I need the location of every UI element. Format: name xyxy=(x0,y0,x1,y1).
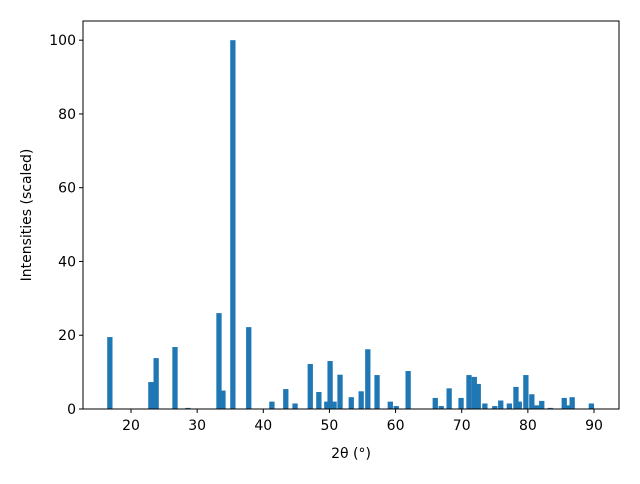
bar xyxy=(331,401,337,409)
bar xyxy=(523,375,529,409)
bar xyxy=(506,403,512,409)
bar xyxy=(432,397,438,409)
bar xyxy=(153,358,159,409)
x-tick-label: 90 xyxy=(585,418,603,434)
x-tick-label: 70 xyxy=(453,418,471,434)
bar xyxy=(588,403,594,409)
bar xyxy=(438,406,444,409)
bar xyxy=(516,401,522,409)
y-tick-label: 20 xyxy=(58,328,76,344)
bar xyxy=(327,361,333,409)
bar xyxy=(475,383,481,409)
y-tick-label: 80 xyxy=(58,107,76,123)
bar xyxy=(292,403,298,409)
bar xyxy=(283,389,289,409)
bar xyxy=(539,400,545,409)
bar xyxy=(216,313,222,409)
bar xyxy=(482,403,488,409)
bar xyxy=(348,397,354,409)
x-tick-label: 60 xyxy=(387,418,405,434)
bar xyxy=(547,407,553,409)
x-axis-label: 2θ (°) xyxy=(331,446,371,462)
y-tick-label: 100 xyxy=(49,33,76,49)
bar xyxy=(393,406,399,409)
bar xyxy=(374,375,380,409)
bar xyxy=(446,388,452,409)
x-tick-label: 50 xyxy=(321,418,339,434)
bar xyxy=(405,371,411,409)
plot-frame xyxy=(82,20,620,410)
bar xyxy=(246,327,252,409)
bar xyxy=(185,407,191,409)
bar xyxy=(337,374,343,409)
bar xyxy=(307,364,313,409)
bar xyxy=(230,40,236,409)
bar xyxy=(534,405,540,409)
bar xyxy=(565,405,571,409)
x-tick-label: 80 xyxy=(519,418,537,434)
bar xyxy=(148,382,154,409)
bar xyxy=(269,401,275,409)
bar xyxy=(316,392,322,409)
y-tick-label: 40 xyxy=(58,254,76,270)
bar xyxy=(107,337,113,409)
bar xyxy=(458,397,464,409)
bar xyxy=(365,349,371,409)
bar xyxy=(569,397,575,409)
bar xyxy=(498,400,504,409)
x-tick-label: 20 xyxy=(122,418,140,434)
bar xyxy=(220,390,226,409)
bar xyxy=(358,391,364,409)
y-axis-label: Intensities (scaled) xyxy=(19,149,35,282)
x-tick-label: 40 xyxy=(254,418,272,434)
bar xyxy=(172,347,178,409)
bar xyxy=(529,394,535,409)
bar xyxy=(466,375,472,409)
bar xyxy=(471,376,477,409)
bar xyxy=(513,386,519,409)
bar xyxy=(561,397,567,409)
bar xyxy=(324,401,330,409)
y-tick-label: 0 xyxy=(67,402,76,418)
bar xyxy=(387,401,393,409)
bar xyxy=(492,406,498,409)
x-tick-label: 30 xyxy=(188,418,206,434)
y-tick-label: 60 xyxy=(58,181,76,197)
